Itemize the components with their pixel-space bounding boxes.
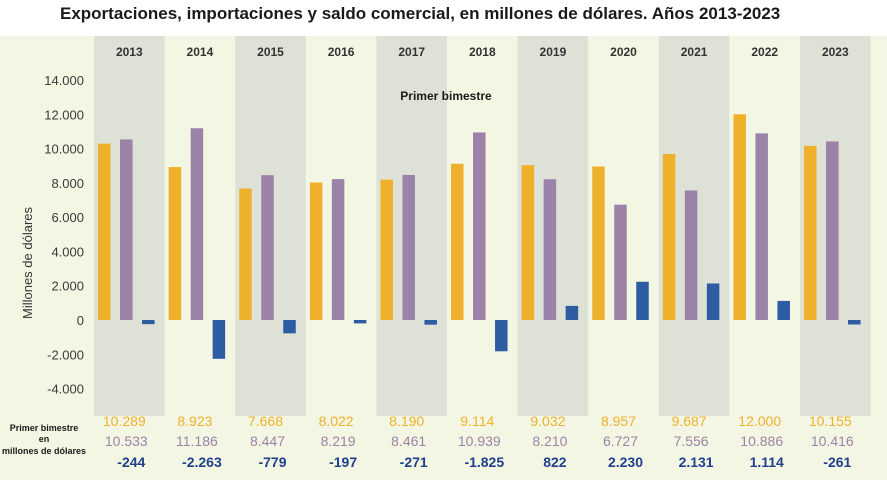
bar	[662, 153, 676, 320]
data-label: 10.155	[809, 413, 852, 429]
data-label: 8.957	[601, 413, 636, 429]
bar	[826, 141, 839, 320]
y-tick-label: -2.000	[47, 347, 84, 362]
bar	[521, 165, 535, 320]
data-label: 9.114	[460, 413, 494, 429]
x-tick-label: 2017	[398, 45, 425, 59]
x-tick-label: 2018	[469, 45, 496, 59]
bar	[495, 320, 508, 352]
data-label: 7.668	[248, 413, 283, 429]
bar	[168, 167, 182, 320]
data-label: -244	[117, 454, 145, 470]
value-table: 10.289 8.923 7.668 8.022 8.190 9.114 9.032 8.95…	[2, 413, 854, 470]
bar	[848, 320, 861, 325]
x-tick-label: 2022	[751, 45, 778, 59]
x-tick-label: 2019	[540, 45, 567, 59]
y-axis: -4.000 -2.000 0 2.000 4.000 6.000 8.000 10.000 1…	[44, 73, 84, 397]
y-tick-label: 4.000	[51, 244, 84, 259]
bar	[755, 133, 768, 320]
data-label: 822	[543, 454, 567, 470]
x-tick-label: 2013	[116, 45, 143, 59]
y-tick-label: 10.000	[44, 142, 84, 157]
x-tick-label: 2014	[187, 45, 214, 59]
bar	[142, 320, 155, 325]
y-axis-label: Millones de dólares	[20, 207, 35, 320]
bar	[283, 320, 296, 334]
y-tick-label: 6.000	[51, 210, 84, 225]
data-label: 8.923	[177, 413, 212, 429]
chart-title: Exportaciones, importaciones y saldo com…	[60, 4, 781, 23]
data-label: 12.000	[738, 413, 781, 429]
bar	[309, 182, 323, 320]
bar	[565, 305, 579, 320]
data-label: 6.727	[603, 433, 638, 449]
table-row-label: millones de dólares	[2, 446, 86, 456]
data-label: 8.461	[391, 433, 426, 449]
bar	[706, 283, 720, 320]
x-tick-label: 2021	[681, 45, 708, 59]
data-label: 10.939	[458, 433, 501, 449]
data-label: 8.022	[319, 413, 354, 429]
table-row-label: Primer bimestre	[10, 423, 79, 433]
y-tick-label: 8.000	[51, 176, 84, 191]
data-label: 2.131	[679, 454, 714, 470]
bar-chart: -4.000 -2.000 0 2.000 4.000 6.000 8.000 10.000 1…	[0, 36, 887, 480]
bar	[261, 175, 274, 320]
x-tick-label: 2020	[610, 45, 637, 59]
bar	[733, 114, 746, 321]
table-row-label: en	[39, 434, 50, 444]
x-tick-label: 2015	[257, 45, 284, 59]
y-tick-label: 12.000	[44, 107, 84, 122]
y-tick-label: 14.000	[44, 73, 84, 88]
bar	[424, 320, 437, 325]
y-tick-label: -4.000	[47, 382, 84, 397]
data-label: 8.219	[321, 433, 356, 449]
data-label: 9.687	[672, 413, 707, 429]
bar	[120, 139, 133, 320]
y-tick-label: 0	[77, 313, 84, 328]
data-label: 10.289	[103, 413, 146, 429]
bar	[543, 179, 557, 320]
chart-subtitle: Primer bimestre	[400, 89, 492, 103]
data-label: -197	[329, 454, 357, 470]
data-label: 2.230	[608, 454, 643, 470]
bars	[98, 114, 861, 359]
bar	[380, 179, 393, 320]
data-label: -779	[258, 454, 286, 470]
bar	[636, 281, 649, 320]
data-label: 8.210	[532, 433, 567, 449]
bar	[239, 188, 252, 320]
data-label: 11.186	[176, 433, 218, 449]
bar	[614, 204, 627, 320]
x-tick-label: 2016	[328, 45, 355, 59]
data-label: 8.447	[250, 433, 285, 449]
data-label: -1.825	[464, 454, 504, 470]
data-label: -271	[400, 454, 428, 470]
bar	[190, 128, 204, 320]
data-label: 10.533	[105, 433, 148, 449]
bar	[684, 190, 698, 320]
x-axis-labels: 2013 2014 2015 2016 2017 2018 2019 2020 2021 2022…	[116, 45, 849, 59]
data-label: 8.190	[389, 413, 424, 429]
data-label: -2.263	[182, 454, 222, 470]
data-label: 7.556	[674, 433, 709, 449]
bar	[451, 163, 464, 320]
bar	[777, 300, 790, 320]
bar	[804, 145, 817, 320]
bar	[331, 179, 345, 320]
chart-area: -4.000 -2.000 0 2.000 4.000 6.000 8.000 10.000 1…	[0, 36, 887, 480]
bar	[592, 166, 605, 320]
bar	[402, 174, 415, 320]
bar	[98, 143, 111, 320]
data-label: 10.886	[740, 433, 783, 449]
data-label: 10.416	[811, 433, 854, 449]
data-label: -261	[823, 454, 851, 470]
y-tick-label: 2.000	[51, 279, 84, 294]
data-label: 1.114	[750, 454, 784, 470]
data-label: 9.032	[530, 413, 565, 429]
bar	[353, 320, 367, 324]
bar	[212, 320, 226, 359]
bar	[473, 132, 486, 320]
x-tick-label: 2023	[822, 45, 849, 59]
